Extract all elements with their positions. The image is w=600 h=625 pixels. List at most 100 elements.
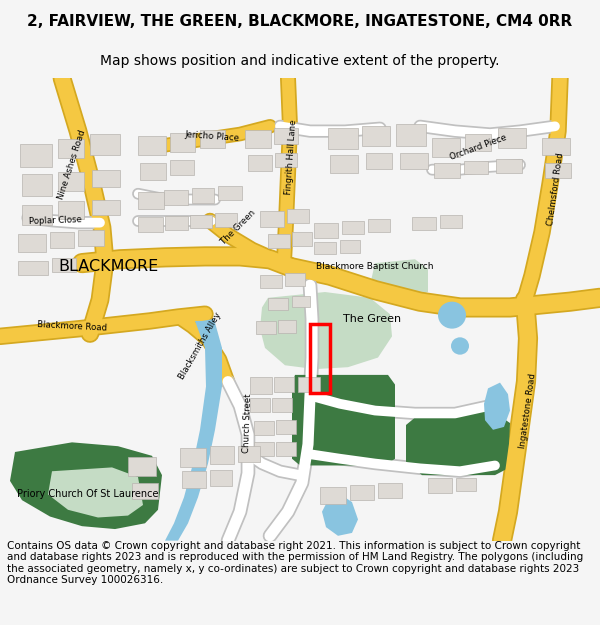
Bar (545, 163, 571, 178)
Text: Chelmsford Road: Chelmsford Road (547, 152, 566, 226)
Text: Contains OS data © Crown copyright and database right 2021. This information is : Contains OS data © Crown copyright and d… (7, 541, 583, 586)
Bar (250, 398, 270, 412)
Text: Jericho Place: Jericho Place (184, 129, 239, 142)
Bar (58, 172, 84, 191)
Polygon shape (322, 496, 358, 536)
Bar (314, 222, 338, 238)
Bar (215, 213, 237, 226)
Bar (238, 446, 260, 462)
Text: BLACKMORE: BLACKMORE (58, 259, 158, 274)
Bar (58, 201, 84, 219)
Bar (456, 478, 476, 491)
Bar (210, 470, 232, 486)
Polygon shape (292, 375, 395, 466)
Bar (298, 377, 320, 392)
Bar (330, 155, 358, 172)
Bar (138, 192, 164, 209)
Polygon shape (484, 382, 510, 430)
Bar (260, 275, 282, 288)
Text: Blackmore Baptist Church: Blackmore Baptist Church (316, 262, 434, 271)
Bar (182, 471, 206, 488)
Bar (250, 377, 272, 394)
Bar (138, 217, 163, 232)
Polygon shape (10, 442, 162, 529)
Bar (465, 134, 491, 151)
Bar (52, 258, 76, 272)
Bar (292, 232, 312, 246)
Bar (400, 153, 428, 169)
Bar (378, 482, 402, 498)
Bar (192, 188, 214, 203)
Text: Church Street: Church Street (242, 393, 254, 453)
Text: 2, FAIRVIEW, THE GREEN, BLACKMORE, INGATESTONE, CM4 0RR: 2, FAIRVIEW, THE GREEN, BLACKMORE, INGAT… (28, 14, 572, 29)
Polygon shape (370, 259, 428, 298)
Bar (170, 160, 194, 176)
Bar (22, 174, 52, 196)
Text: Blackmore Road: Blackmore Road (37, 321, 107, 333)
Bar (218, 186, 242, 201)
Bar (440, 215, 462, 228)
Bar (396, 124, 426, 146)
Text: Fingrith Hall Lane: Fingrith Hall Lane (284, 119, 298, 195)
Text: Nine Ashes Road: Nine Ashes Road (56, 129, 88, 201)
Text: Map shows position and indicative extent of the property.: Map shows position and indicative extent… (100, 54, 500, 68)
Bar (200, 130, 225, 148)
Polygon shape (165, 319, 222, 541)
Bar (412, 217, 436, 231)
Polygon shape (406, 408, 510, 475)
Bar (254, 442, 274, 456)
Bar (256, 321, 276, 334)
Bar (368, 219, 390, 232)
Bar (328, 128, 358, 149)
Bar (350, 485, 374, 500)
Bar (164, 190, 188, 205)
Text: The Green: The Green (343, 314, 401, 324)
Bar (314, 242, 336, 254)
Bar (132, 482, 158, 499)
Bar (432, 138, 460, 157)
Bar (138, 136, 166, 155)
Text: Priory Church Of St Laurence: Priory Church Of St Laurence (17, 489, 159, 499)
Bar (268, 298, 288, 311)
Bar (90, 134, 120, 155)
Bar (254, 421, 274, 434)
Bar (428, 478, 452, 493)
Bar (366, 153, 392, 169)
Bar (18, 261, 48, 274)
Bar (20, 144, 52, 167)
Bar (180, 448, 206, 468)
Bar (128, 457, 156, 476)
Bar (274, 128, 298, 144)
Bar (276, 420, 296, 434)
Circle shape (438, 302, 466, 329)
Bar (260, 211, 284, 226)
Bar (22, 205, 52, 224)
Text: The Green: The Green (219, 208, 257, 247)
Bar (92, 199, 120, 215)
Bar (50, 232, 74, 248)
Bar (268, 234, 290, 248)
Bar (320, 487, 346, 504)
Polygon shape (260, 292, 392, 369)
Bar (245, 130, 271, 148)
Bar (272, 398, 292, 412)
Bar (362, 126, 390, 146)
Bar (285, 272, 305, 286)
Text: Ingatestone Road: Ingatestone Road (518, 372, 538, 449)
Bar (342, 221, 364, 234)
Bar (464, 161, 488, 174)
Bar (248, 155, 272, 171)
Bar (496, 159, 522, 172)
Bar (292, 296, 310, 308)
Bar (276, 442, 296, 456)
Bar (58, 139, 84, 158)
Bar (434, 163, 460, 178)
Bar (278, 320, 296, 332)
Bar (210, 446, 234, 464)
Bar (340, 240, 360, 252)
Bar (274, 377, 294, 392)
Bar (542, 138, 570, 155)
Bar (275, 153, 297, 167)
Text: Poplar Close: Poplar Close (28, 215, 82, 226)
Bar (18, 234, 46, 251)
